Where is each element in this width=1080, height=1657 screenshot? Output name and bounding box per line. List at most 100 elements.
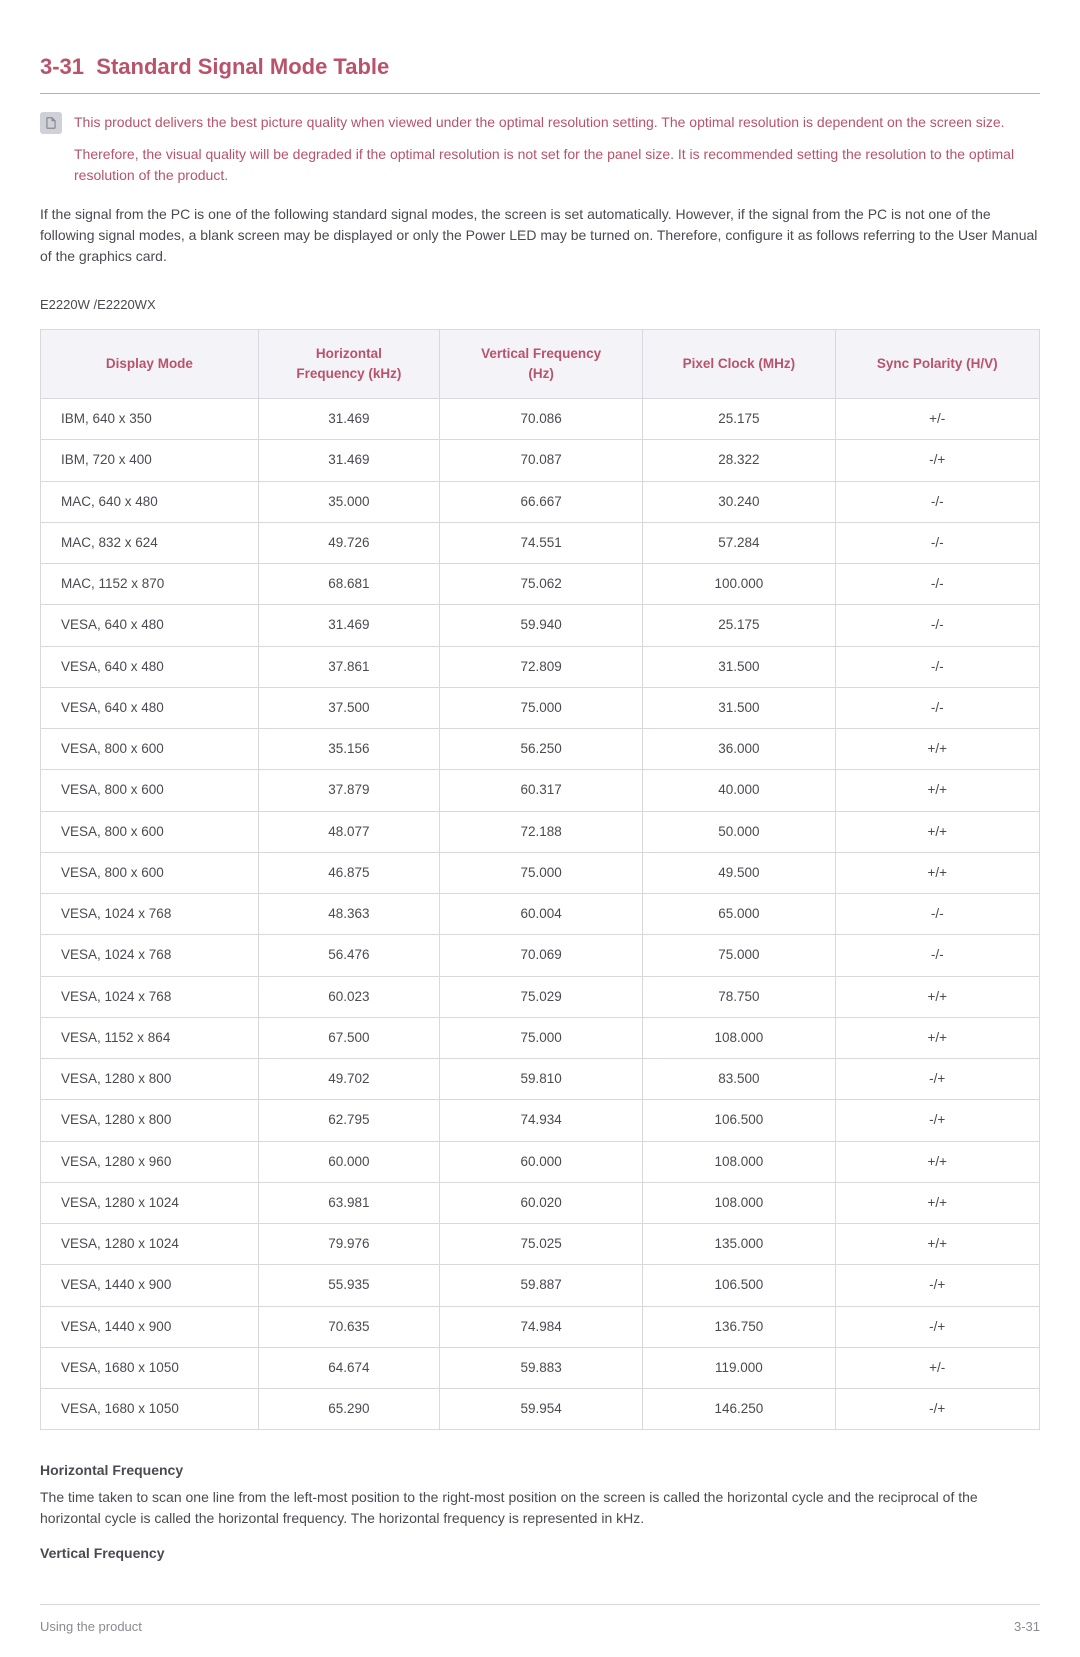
table-cell: VESA, 1024 x 768 [41, 976, 259, 1017]
table-cell: 31.469 [258, 605, 439, 646]
table-row: VESA, 1280 x 102479.97675.025135.000+/+ [41, 1224, 1040, 1265]
table-cell: 31.500 [643, 646, 835, 687]
table-cell: 78.750 [643, 976, 835, 1017]
table-cell: VESA, 800 x 600 [41, 852, 259, 893]
table-cell: 59.954 [439, 1389, 642, 1430]
table-cell: 49.702 [258, 1059, 439, 1100]
table-cell: 135.000 [643, 1224, 835, 1265]
table-row: VESA, 800 x 60035.15656.25036.000+/+ [41, 729, 1040, 770]
table-cell: IBM, 640 x 350 [41, 399, 259, 440]
table-cell: 60.004 [439, 894, 642, 935]
note-text-1: This product delivers the best picture q… [74, 112, 1040, 133]
table-cell: 62.795 [258, 1100, 439, 1141]
hf-body: The time taken to scan one line from the… [40, 1487, 1040, 1529]
table-cell: 49.726 [258, 522, 439, 563]
table-cell: 35.156 [258, 729, 439, 770]
table-row: VESA, 1152 x 86467.50075.000108.000+/+ [41, 1017, 1040, 1058]
table-cell: 57.284 [643, 522, 835, 563]
footer-left: Using the product [40, 1617, 142, 1637]
section-title: 3-31 Standard Signal Mode Table [40, 50, 1040, 94]
table-row: MAC, 832 x 62449.72674.55157.284-/- [41, 522, 1040, 563]
table-cell: -/+ [835, 1306, 1040, 1347]
table-cell: 74.934 [439, 1100, 642, 1141]
table-cell: 25.175 [643, 399, 835, 440]
table-cell: 37.879 [258, 770, 439, 811]
table-cell: 64.674 [258, 1347, 439, 1388]
table-row: VESA, 1680 x 105064.67459.883119.000+/- [41, 1347, 1040, 1388]
table-cell: 35.000 [258, 481, 439, 522]
table-cell: 60.000 [258, 1141, 439, 1182]
table-cell: 49.500 [643, 852, 835, 893]
table-cell: -/- [835, 894, 1040, 935]
table-row: VESA, 1024 x 76856.47670.06975.000-/- [41, 935, 1040, 976]
table-row: VESA, 1280 x 102463.98160.020108.000+/+ [41, 1182, 1040, 1223]
table-cell: 68.681 [258, 564, 439, 605]
table-cell: 40.000 [643, 770, 835, 811]
table-cell: 75.000 [643, 935, 835, 976]
table-cell: VESA, 640 x 480 [41, 687, 259, 728]
table-cell: VESA, 1280 x 960 [41, 1141, 259, 1182]
table-cell: 70.086 [439, 399, 642, 440]
table-cell: VESA, 1152 x 864 [41, 1017, 259, 1058]
table-cell: 60.000 [439, 1141, 642, 1182]
table-cell: -/+ [835, 1265, 1040, 1306]
table-cell: +/+ [835, 770, 1040, 811]
table-cell: 25.175 [643, 605, 835, 646]
table-cell: 31.469 [258, 440, 439, 481]
table-row: VESA, 1024 x 76860.02375.02978.750+/+ [41, 976, 1040, 1017]
table-cell: +/+ [835, 1224, 1040, 1265]
table-cell: +/+ [835, 1017, 1040, 1058]
table-cell: 48.363 [258, 894, 439, 935]
table-cell: IBM, 720 x 400 [41, 440, 259, 481]
vf-heading: Vertical Frequency [40, 1543, 1040, 1564]
col-vertical-freq: Vertical Frequency (Hz) [439, 329, 642, 399]
table-cell: 59.810 [439, 1059, 642, 1100]
intro-paragraph: If the signal from the PC is one of the … [40, 204, 1040, 267]
table-row: VESA, 640 x 48037.50075.00031.500-/- [41, 687, 1040, 728]
table-row: VESA, 640 x 48031.46959.94025.175-/- [41, 605, 1040, 646]
table-cell: VESA, 1680 x 1050 [41, 1389, 259, 1430]
table-cell: 56.476 [258, 935, 439, 976]
table-cell: VESA, 800 x 600 [41, 729, 259, 770]
table-cell: 60.020 [439, 1182, 642, 1223]
table-cell: VESA, 1024 x 768 [41, 935, 259, 976]
table-cell: VESA, 1680 x 1050 [41, 1347, 259, 1388]
note-text-2: Therefore, the visual quality will be de… [74, 144, 1040, 186]
table-cell: 106.500 [643, 1265, 835, 1306]
table-cell: 100.000 [643, 564, 835, 605]
table-cell: 108.000 [643, 1182, 835, 1223]
table-cell: 83.500 [643, 1059, 835, 1100]
table-cell: -/+ [835, 1059, 1040, 1100]
table-row: VESA, 1440 x 90055.93559.887106.500-/+ [41, 1265, 1040, 1306]
table-cell: 37.500 [258, 687, 439, 728]
table-cell: +/- [835, 399, 1040, 440]
section-number: 3-31 [40, 54, 84, 79]
table-row: IBM, 720 x 40031.46970.08728.322-/+ [41, 440, 1040, 481]
table-cell: +/+ [835, 976, 1040, 1017]
table-cell: +/+ [835, 1182, 1040, 1223]
table-cell: 31.500 [643, 687, 835, 728]
table-cell: 72.188 [439, 811, 642, 852]
table-cell: 74.984 [439, 1306, 642, 1347]
table-cell: VESA, 640 x 480 [41, 605, 259, 646]
table-cell: 70.069 [439, 935, 642, 976]
table-cell: 70.087 [439, 440, 642, 481]
note-icon [40, 112, 62, 134]
table-cell: VESA, 1440 x 900 [41, 1306, 259, 1347]
table-cell: 79.976 [258, 1224, 439, 1265]
table-row: VESA, 1280 x 80062.79574.934106.500-/+ [41, 1100, 1040, 1141]
table-row: VESA, 800 x 60037.87960.31740.000+/+ [41, 770, 1040, 811]
table-cell: 46.875 [258, 852, 439, 893]
table-row: VESA, 1680 x 105065.29059.954146.250-/+ [41, 1389, 1040, 1430]
table-cell: 63.981 [258, 1182, 439, 1223]
table-cell: -/- [835, 605, 1040, 646]
table-cell: +/+ [835, 729, 1040, 770]
table-cell: +/+ [835, 852, 1040, 893]
col-pixel-clock: Pixel Clock (MHz) [643, 329, 835, 399]
table-cell: 75.062 [439, 564, 642, 605]
table-cell: MAC, 640 x 480 [41, 481, 259, 522]
table-cell: 75.000 [439, 687, 642, 728]
table-cell: 136.750 [643, 1306, 835, 1347]
table-cell: -/- [835, 646, 1040, 687]
table-cell: -/- [835, 687, 1040, 728]
